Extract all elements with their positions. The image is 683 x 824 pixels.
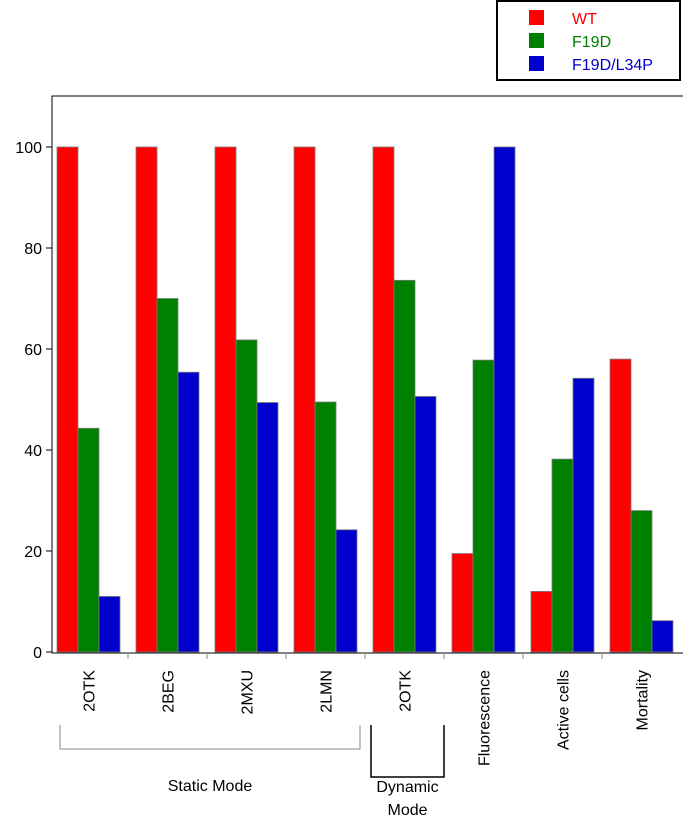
group-bracket (370, 725, 445, 778)
legend-swatch (529, 56, 544, 71)
legend-swatch (529, 33, 544, 48)
legend: WT F19D F19D/L34P (496, 0, 681, 81)
x-axis: 2OTK 2BEG 2MXU 2LMN 2OTK Fluorescence Active c… (82, 653, 652, 766)
x-category-label: 2OTK (398, 670, 415, 712)
legend-box (496, 0, 681, 81)
bar-f19d-l34p (651, 620, 674, 653)
group-label: Mode (387, 802, 427, 819)
bar-f19d-l34p (98, 596, 121, 653)
bar-f19d (314, 401, 337, 653)
x-category-label: 2LMN (319, 670, 336, 713)
legend-label: F19D (572, 34, 611, 51)
x-category-label: 2MXU (240, 670, 257, 714)
bar-wt (293, 146, 316, 653)
bar-f19d-l34p (414, 396, 437, 653)
legend-swatch (529, 10, 544, 25)
legend-label: WT (572, 11, 597, 28)
x-category-label: Active cells (556, 670, 573, 750)
x-category-label: 2BEG (161, 670, 178, 713)
bar-f19d-l34p (256, 402, 279, 653)
bar-f19d (551, 458, 574, 653)
group-label: Static Mode (168, 778, 253, 795)
bar-f19d (630, 510, 653, 653)
bar-f19d (235, 339, 258, 653)
category-groups: Static Mode Dynamic Mode (59, 725, 445, 819)
y-tick-label: 100 (15, 140, 42, 157)
y-axis: 0 20 40 60 80 100 (15, 140, 52, 662)
bar-f19d (156, 298, 179, 653)
bar-f19d-l34p (335, 529, 358, 653)
y-tick-label: 0 (33, 645, 42, 662)
plot-frame (51, 95, 683, 654)
bars (56, 146, 674, 653)
bar-f19d (77, 427, 100, 653)
y-tick-label: 40 (24, 443, 42, 460)
bar-wt (451, 553, 474, 653)
y-tick-label: 20 (24, 544, 42, 561)
x-category-label: 2OTK (82, 670, 99, 712)
bar-wt (214, 146, 237, 653)
y-tick-label: 80 (24, 241, 42, 258)
bar-f19d (393, 279, 416, 653)
bar-wt (609, 358, 632, 653)
y-tick-label: 60 (24, 342, 42, 359)
group-bracket (59, 725, 361, 750)
bar-f19d-l34p (493, 146, 516, 653)
bar-f19d-l34p (572, 377, 595, 653)
bar-f19d-l34p (177, 371, 200, 653)
x-category-label: Fluorescence (477, 670, 494, 766)
bar-f19d (472, 359, 495, 653)
bar-wt (135, 146, 158, 653)
x-category-label: Mortality (635, 670, 652, 730)
bar-wt (372, 146, 395, 653)
bar-wt (530, 591, 553, 653)
bar-wt (56, 146, 79, 653)
legend-label: F19D/L34P (572, 57, 653, 74)
group-label: Dynamic (376, 779, 438, 796)
